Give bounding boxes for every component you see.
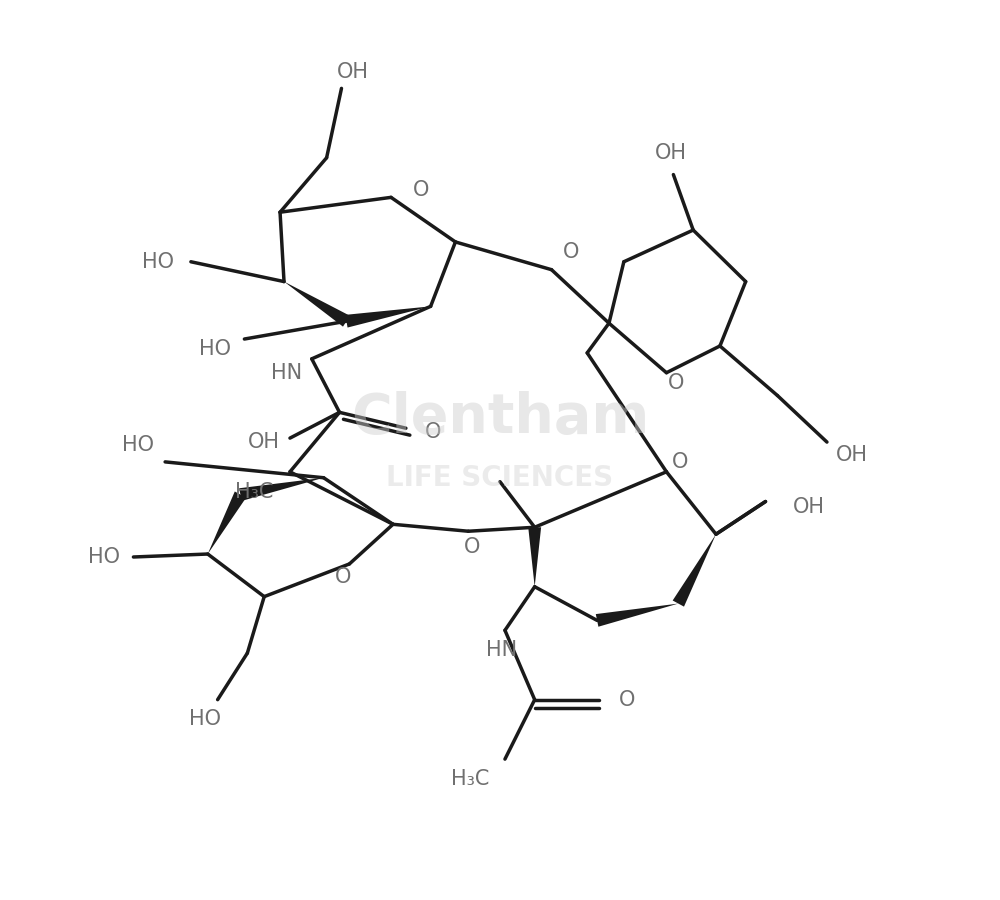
Text: O: O [335,567,352,587]
Text: HN: HN [486,640,518,660]
Text: OH: OH [836,445,868,465]
Text: Clentham: Clentham [351,392,649,446]
Text: OH: OH [337,61,369,82]
Text: O: O [619,689,635,710]
Text: LIFE SCIENCES: LIFE SCIENCES [386,464,614,491]
Text: O: O [413,180,429,201]
Text: H₃C: H₃C [451,769,489,789]
Polygon shape [239,478,324,501]
Text: O: O [424,422,441,442]
Polygon shape [673,535,716,607]
Text: OH: OH [793,498,825,518]
Polygon shape [528,527,541,587]
Text: O: O [464,537,480,557]
Text: HO: HO [189,709,221,730]
Text: O: O [563,242,580,262]
Text: OH: OH [248,432,280,452]
Text: HO: HO [142,252,174,272]
Text: HO: HO [199,339,231,359]
Polygon shape [284,282,350,327]
Text: HN: HN [271,363,303,382]
Text: O: O [668,373,685,392]
Polygon shape [596,604,678,626]
Text: HO: HO [122,435,154,455]
Text: O: O [672,452,689,472]
Text: HO: HO [88,547,120,567]
Polygon shape [208,491,246,554]
Text: H₃C: H₃C [235,482,273,501]
Polygon shape [345,306,431,328]
Text: OH: OH [654,143,686,163]
